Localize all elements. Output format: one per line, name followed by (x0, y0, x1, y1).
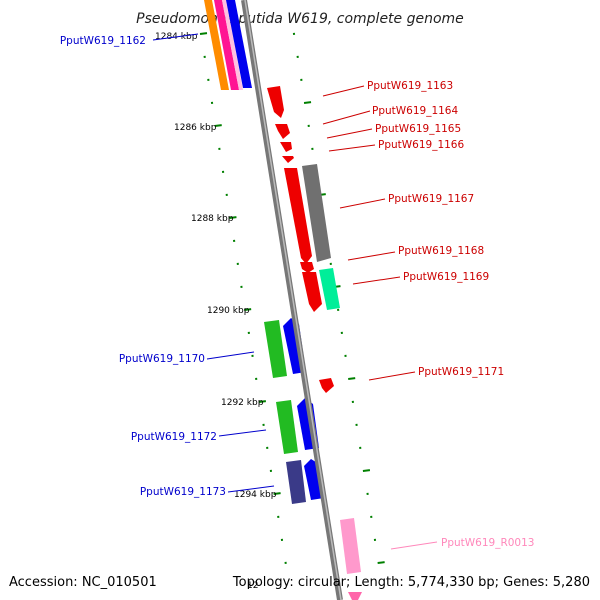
feature-orange-1162[interactable] (204, 0, 229, 90)
feature-magenta-1162[interactable] (214, 0, 239, 90)
gene-label-1162[interactable]: PputW619_1162 (60, 35, 146, 47)
feature-1173-navy[interactable] (286, 460, 306, 504)
feature-1172-green[interactable] (276, 400, 298, 454)
gene-label-1164[interactable]: PputW619_1164 (372, 105, 458, 117)
gene-label-1163[interactable]: PputW619_1163 (367, 80, 453, 92)
kbp-label: 1288 kbp (191, 214, 234, 224)
tick-mark (229, 216, 237, 219)
kbp-label: 1294 kbp (234, 490, 277, 500)
kbp-label: 1290 kbp (207, 306, 250, 316)
feature-R0013-tip[interactable] (348, 592, 362, 600)
gene-label-1167[interactable]: PputW619_1167 (388, 193, 474, 205)
feature-1168[interactable] (300, 262, 314, 273)
feature-1163[interactable] (267, 86, 284, 118)
gene-label-1173[interactable]: PputW619_1173 (140, 486, 226, 498)
gene-label-1169[interactable]: PputW619_1169 (403, 271, 489, 283)
kbp-label: 1286 kbp (174, 123, 217, 133)
gene-label-1171[interactable]: PputW619_1171 (418, 366, 504, 378)
tick-mark (377, 561, 385, 564)
tick-mark (348, 377, 356, 380)
feature-1170-green[interactable] (264, 320, 287, 378)
kbp-label: 1292 kbp (221, 398, 264, 408)
tick-mark (273, 492, 281, 495)
feature-1169-green[interactable] (319, 268, 340, 310)
gene-label-1172[interactable]: PputW619_1172 (131, 431, 217, 443)
feature-lightpink-1162[interactable] (222, 0, 243, 90)
tick-mark (199, 32, 208, 35)
tick-mark (303, 101, 312, 104)
feature-1164[interactable] (275, 124, 290, 139)
gene-label-1168[interactable]: PputW619_1168 (398, 245, 484, 257)
gene-label-1170[interactable]: PputW619_1170 (119, 353, 205, 365)
kbp-label: 12 (247, 581, 258, 591)
gene-labels: PputW619_1162 PputW619_1163 PputW619_116… (60, 33, 534, 550)
tick-mark (362, 469, 371, 472)
gene-label-R0013[interactable]: PputW619_R0013 (441, 537, 534, 549)
feature-1167[interactable] (284, 168, 312, 264)
kbp-labels: 1284 kbp 1286 kbp 1288 kbp 1290 kbp 1292… (155, 32, 277, 591)
map-title: Pseudomonas putida W619, complete genome (136, 11, 464, 27)
feature-1166[interactable] (282, 156, 294, 163)
tick-mark (258, 400, 266, 403)
accession-text: Accession: NC_010501 (9, 575, 157, 590)
feature-1165[interactable] (280, 142, 292, 152)
gene-label-1166[interactable]: PputW619_1166 (378, 139, 464, 151)
topology-text: Topology: circular; Length: 5,774,330 bp… (232, 575, 590, 590)
genome-backbone (241, 0, 343, 600)
feature-1167-gray[interactable] (302, 164, 331, 262)
tick-mark (214, 124, 222, 127)
tick-marks (199, 32, 385, 564)
feature-1169[interactable] (302, 272, 322, 312)
feature-R0013[interactable] (340, 518, 361, 574)
gene-label-1165[interactable]: PputW619_1165 (375, 123, 461, 135)
tick-mark (244, 308, 252, 311)
gene-features (204, 0, 362, 600)
feature-1171[interactable] (319, 378, 334, 393)
feature-blue-1162[interactable] (226, 0, 252, 88)
